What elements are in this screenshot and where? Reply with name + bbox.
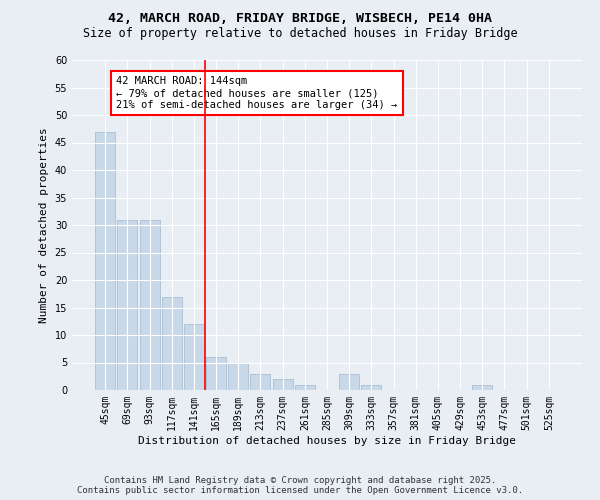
- Bar: [206, 357, 226, 390]
- Text: Size of property relative to detached houses in Friday Bridge: Size of property relative to detached ho…: [83, 28, 517, 40]
- Bar: [272, 379, 293, 390]
- Bar: [250, 374, 271, 390]
- Bar: [295, 384, 315, 390]
- Bar: [95, 132, 115, 390]
- Text: Contains HM Land Registry data © Crown copyright and database right 2025.
Contai: Contains HM Land Registry data © Crown c…: [77, 476, 523, 495]
- Bar: [339, 374, 359, 390]
- Text: 42, MARCH ROAD, FRIDAY BRIDGE, WISBECH, PE14 0HA: 42, MARCH ROAD, FRIDAY BRIDGE, WISBECH, …: [108, 12, 492, 26]
- Bar: [472, 384, 492, 390]
- Bar: [162, 296, 182, 390]
- Bar: [140, 220, 160, 390]
- Y-axis label: Number of detached properties: Number of detached properties: [39, 127, 49, 323]
- Bar: [228, 362, 248, 390]
- Bar: [361, 384, 382, 390]
- X-axis label: Distribution of detached houses by size in Friday Bridge: Distribution of detached houses by size …: [138, 436, 516, 446]
- Bar: [118, 220, 137, 390]
- Bar: [184, 324, 204, 390]
- Text: 42 MARCH ROAD: 144sqm
← 79% of detached houses are smaller (125)
21% of semi-det: 42 MARCH ROAD: 144sqm ← 79% of detached …: [116, 76, 398, 110]
